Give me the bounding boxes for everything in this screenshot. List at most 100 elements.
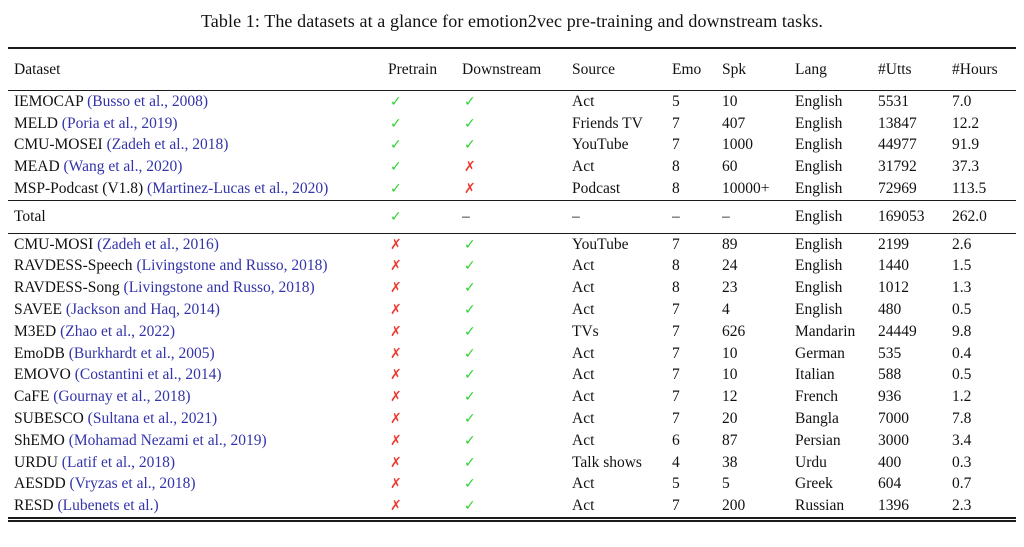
citation-link[interactable]: (Martinez-Lucas et al., 2020) <box>147 180 329 198</box>
citation-link[interactable]: (Gournay et al., 2018) <box>53 388 191 406</box>
pretrain-cell: ✗ <box>388 386 462 408</box>
downstream-cell: ✓ <box>462 386 572 408</box>
lang-cell: English <box>795 301 843 319</box>
source-cell: YouTube <box>572 136 629 154</box>
utts-cell: 3000 <box>878 431 909 449</box>
pretrain-cell: ✗ <box>388 321 462 343</box>
source-cell: Friends TV <box>572 114 643 132</box>
utts-cell: 169053 <box>878 207 925 225</box>
lang-cell: English <box>795 235 843 253</box>
lang-cell: Mandarin <box>795 322 856 340</box>
spk-cell: 10 <box>722 344 738 362</box>
citation-link[interactable]: (Burkhardt et al., 2005) <box>68 344 215 362</box>
check-icon: ✓ <box>390 181 402 198</box>
hours-cell: 1.5 <box>952 257 972 275</box>
dataset-name: URDU <box>14 453 58 471</box>
citation-link[interactable]: (Livingstone and Russo, 2018) <box>136 257 328 275</box>
col-header-spk: Spk <box>722 60 747 78</box>
cross-icon: ✗ <box>390 411 402 428</box>
citation-link[interactable]: (Zadeh et al., 2018) <box>106 136 229 154</box>
spk-cell: 407 <box>722 114 746 132</box>
citation-link[interactable]: (Vryzas et al., 2018) <box>69 475 196 493</box>
lang-cell: Urdu <box>795 453 827 471</box>
source-cell: Podcast <box>572 180 621 198</box>
col-header-utts: #Utts <box>878 60 912 78</box>
utts-cell: 7000 <box>878 410 909 428</box>
emo-cell: 7 <box>672 344 680 362</box>
hours-cell: 0.3 <box>952 453 972 471</box>
citation-link[interactable]: (Poria et al., 2019) <box>61 114 178 132</box>
dataset-name: AESDD <box>14 475 66 493</box>
dataset-name: ShEMO <box>14 431 65 449</box>
spk-cell: 1000 <box>722 136 753 154</box>
table-row: RESD (Lubenets et al.) ✗ ✓ Act 7 200 Russian 13… <box>8 495 1016 519</box>
dataset-name: RAVDESS-Speech <box>14 257 133 275</box>
pretrain-cell: ✓ <box>388 113 462 135</box>
spk-cell: 23 <box>722 279 738 297</box>
lang-cell: English <box>795 158 843 176</box>
dataset-cell: URDU (Latif et al., 2018) <box>8 452 388 474</box>
check-icon: ✓ <box>464 476 476 493</box>
dataset-cell: RAVDESS-Song (Livingstone and Russo, 201… <box>8 277 388 299</box>
pretrain-cell: ✓ <box>388 135 462 157</box>
source-cell: Act <box>572 158 595 176</box>
table-row: IEMOCAP (Busso et al., 2008) ✓ ✓ Act 5 10 Engl… <box>8 91 1016 113</box>
cross-icon: ✗ <box>390 236 402 253</box>
emo-cell: 7 <box>672 136 680 154</box>
downstream-cell: ✓ <box>462 408 572 430</box>
source-cell: Talk shows <box>572 453 642 471</box>
citation-link[interactable]: (Jackson and Haq, 2014) <box>65 301 220 319</box>
spk-cell: 626 <box>722 322 746 340</box>
emo-cell: – <box>672 207 680 225</box>
check-icon: ✓ <box>390 159 402 176</box>
lang-cell: Persian <box>795 431 841 449</box>
spk-cell: 5 <box>722 475 730 493</box>
citation-link[interactable]: (Costantini et al., 2014) <box>74 366 222 384</box>
table-row: CMU-MOSEI (Zadeh et al., 2018) ✓ ✓ YouTube 7… <box>8 135 1016 157</box>
utts-cell: 5531 <box>878 92 909 110</box>
table-row: SUBESCO (Sultana et al., 2021) ✗ ✓ Act 7 20 Ba… <box>8 408 1016 430</box>
check-icon: ✓ <box>464 280 476 297</box>
citation-link[interactable]: (Sultana et al., 2021) <box>87 410 218 428</box>
check-icon: ✓ <box>464 137 476 154</box>
downstream-cell: ✓ <box>462 91 572 113</box>
check-icon: ✓ <box>464 345 476 362</box>
utts-cell: 1396 <box>878 497 909 515</box>
utts-cell: 936 <box>878 388 902 406</box>
downstream-cell: ✓ <box>462 256 572 278</box>
spk-cell: 89 <box>722 235 738 253</box>
citation-link[interactable]: (Livingstone and Russo, 2018) <box>123 279 315 297</box>
check-icon: ✓ <box>390 93 402 110</box>
col-header-lang: Lang <box>795 60 827 78</box>
table-row: MEAD (Wang et al., 2020) ✓ ✗ Act 8 60 English 3… <box>8 156 1016 178</box>
dataset-cell: CaFE (Gournay et al., 2018) <box>8 386 388 408</box>
emo-cell: 7 <box>672 388 680 406</box>
source-cell: YouTube <box>572 235 629 253</box>
citation-link[interactable]: (Zadeh et al., 2016) <box>97 235 219 253</box>
citation-link[interactable]: (Zhao et al., 2022) <box>60 322 175 340</box>
dataset-name: CaFE <box>14 388 50 406</box>
hours-cell: 37.3 <box>952 158 980 176</box>
citation-link[interactable]: (Busso et al., 2008) <box>87 92 209 110</box>
dataset-name: CMU-MOSI <box>14 235 94 253</box>
citation-link[interactable]: (Wang et al., 2020) <box>63 158 183 176</box>
citation-link[interactable]: (Latif et al., 2018) <box>61 453 175 471</box>
emo-cell: 7 <box>672 410 680 428</box>
utts-cell: 24449 <box>878 322 917 340</box>
check-icon: ✓ <box>464 389 476 406</box>
lang-cell: English <box>795 257 843 275</box>
citation-link[interactable]: (Mohamad Nezami et al., 2019) <box>68 431 267 449</box>
dataset-name: IEMOCAP <box>14 92 84 110</box>
check-icon: ✓ <box>464 258 476 275</box>
col-header-pretrain: Pretrain <box>388 60 438 78</box>
citation-link[interactable]: (Lubenets et al.) <box>57 497 159 515</box>
dataset-name: SUBESCO <box>14 410 84 428</box>
col-header-downstream: Downstream <box>462 60 542 78</box>
table-row: RAVDESS-Song (Livingstone and Russo, 201… <box>8 277 1016 299</box>
pretrain-cell: ✓ <box>388 200 462 233</box>
downstream-cell: ✓ <box>462 135 572 157</box>
lang-cell: French <box>795 388 839 406</box>
source-cell: – <box>572 207 580 225</box>
source-cell: Act <box>572 344 595 362</box>
spk-cell: 20 <box>722 410 738 428</box>
